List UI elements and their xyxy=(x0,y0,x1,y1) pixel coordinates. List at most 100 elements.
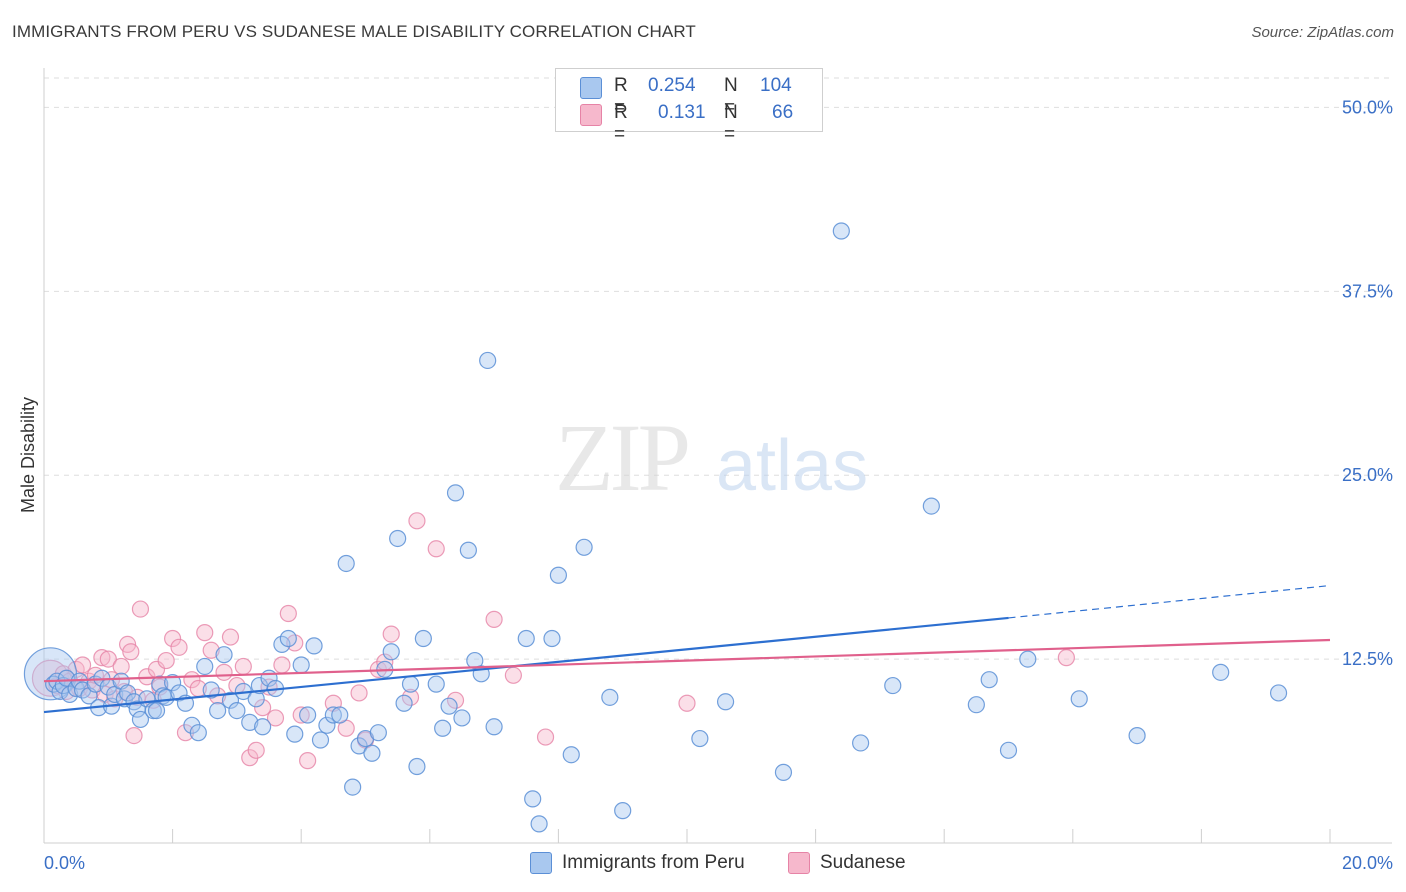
x-tick-label: 20.0% xyxy=(1342,853,1393,873)
data-point-peru xyxy=(479,351,497,370)
data-point-sudanese xyxy=(122,643,140,661)
data-point-peru xyxy=(922,497,940,515)
data-point-peru xyxy=(147,701,166,720)
bottom-legend-swatch-sudanese xyxy=(788,852,810,874)
watermark: ZIP atlas xyxy=(555,404,868,511)
data-point-peru xyxy=(164,674,182,692)
data-point-sudanese xyxy=(202,641,220,659)
data-point-sudanese xyxy=(292,706,310,724)
source-label: Source: ZipAtlas.com xyxy=(1251,24,1394,41)
series-peru-points xyxy=(23,222,1288,833)
data-point-peru xyxy=(691,729,709,748)
chart-title: IMMIGRANTS FROM PERU VS SUDANESE MALE DI… xyxy=(12,22,696,41)
data-point-peru xyxy=(716,693,735,711)
data-point-peru xyxy=(189,724,207,742)
data-point-peru xyxy=(215,646,233,664)
data-point-peru xyxy=(832,222,850,240)
data-point-sudanese xyxy=(164,629,182,648)
legend-n-label: N = xyxy=(724,102,738,145)
data-point-peru xyxy=(414,629,432,648)
data-point-peru xyxy=(517,629,535,648)
data-point-sudanese xyxy=(382,625,400,643)
data-point-sudanese xyxy=(266,709,285,727)
data-point-sudanese xyxy=(125,727,143,745)
data-point-peru xyxy=(118,684,137,702)
data-point-sudanese xyxy=(254,699,272,717)
legend-n-label: N = xyxy=(724,75,738,118)
legend-swatch-sudanese xyxy=(580,104,602,126)
legend-r-value: 0.254 xyxy=(648,75,696,96)
data-point-peru xyxy=(311,731,330,749)
legend-n-value: 66 xyxy=(772,102,794,123)
data-point-peru xyxy=(1269,684,1288,702)
data-point-peru xyxy=(363,744,381,762)
data-point-peru xyxy=(369,724,387,742)
data-point-peru xyxy=(408,757,426,776)
data-point-peru xyxy=(1128,727,1146,745)
data-point-peru xyxy=(286,725,304,743)
x-tick-label: 0.0% xyxy=(44,853,85,873)
data-point-peru xyxy=(614,802,632,820)
legend-swatch-peru xyxy=(580,77,602,99)
data-point-peru xyxy=(202,681,220,699)
data-point-peru xyxy=(427,675,445,693)
data-point-peru xyxy=(209,701,227,720)
data-point-peru xyxy=(196,657,214,676)
data-point-peru xyxy=(453,709,471,727)
data-point-sudanese xyxy=(1057,649,1075,667)
data-point-sudanese xyxy=(131,600,150,618)
y-tick-label: 25.0% xyxy=(1342,465,1393,485)
data-point-peru xyxy=(999,741,1018,759)
data-point-peru xyxy=(170,684,188,702)
data-point-sudanese xyxy=(273,656,291,674)
data-point-sudanese xyxy=(247,741,265,759)
data-point-sudanese xyxy=(401,688,420,706)
legend-r-label: R = xyxy=(614,75,628,118)
axes xyxy=(43,68,1392,844)
data-point-peru xyxy=(344,778,362,796)
data-point-peru xyxy=(1070,690,1088,708)
data-point-sudanese xyxy=(446,691,465,709)
data-point-peru xyxy=(601,688,619,706)
data-point-sudanese xyxy=(93,649,111,667)
data-point-sudanese xyxy=(299,752,317,770)
data-point-peru xyxy=(324,706,342,724)
legend: R = 0.254 N = 104 R = 0.131 N = 66 xyxy=(555,68,823,145)
data-point-peru xyxy=(884,676,902,695)
data-point-peru xyxy=(254,718,272,736)
data-point-peru xyxy=(221,691,240,709)
data-point-peru xyxy=(299,706,317,724)
data-point-peru xyxy=(524,790,542,808)
y-tick-label: 50.0% xyxy=(1342,97,1393,117)
data-point-peru xyxy=(852,734,870,752)
tick-labels: 12.5% 25.0% 37.5% 50.0% 0.0% 20.0% xyxy=(44,97,1393,873)
data-point-sudanese xyxy=(678,694,696,712)
trend-line-sudanese xyxy=(43,638,1331,683)
data-point-peru xyxy=(305,637,323,655)
data-point-peru xyxy=(228,701,246,720)
data-point-peru xyxy=(543,629,561,648)
bottom-legend-swatch-peru xyxy=(530,852,552,874)
data-point-sudanese xyxy=(350,684,368,702)
data-point-peru xyxy=(1019,650,1037,668)
legend-n-value: 104 xyxy=(760,75,792,96)
data-point-sudanese xyxy=(408,512,426,530)
data-point-peru xyxy=(292,656,310,674)
data-point-peru xyxy=(530,815,548,833)
data-point-peru xyxy=(549,566,568,584)
data-point-peru xyxy=(562,746,580,764)
legend-r-label: R = xyxy=(614,102,628,145)
trend-lines xyxy=(43,584,1331,714)
data-point-sudanese xyxy=(536,728,555,746)
data-point-sudanese xyxy=(215,663,233,681)
data-point-sudanese xyxy=(157,651,175,670)
data-point-sudanese xyxy=(485,610,503,628)
data-point-peru xyxy=(1212,663,1230,681)
data-point-sudanese xyxy=(112,657,130,676)
data-point-peru xyxy=(575,538,593,556)
data-point-peru xyxy=(61,685,79,704)
data-point-sudanese xyxy=(170,638,188,656)
data-point-peru xyxy=(980,671,998,689)
data-point-peru xyxy=(131,710,150,729)
data-point-peru xyxy=(401,675,420,693)
